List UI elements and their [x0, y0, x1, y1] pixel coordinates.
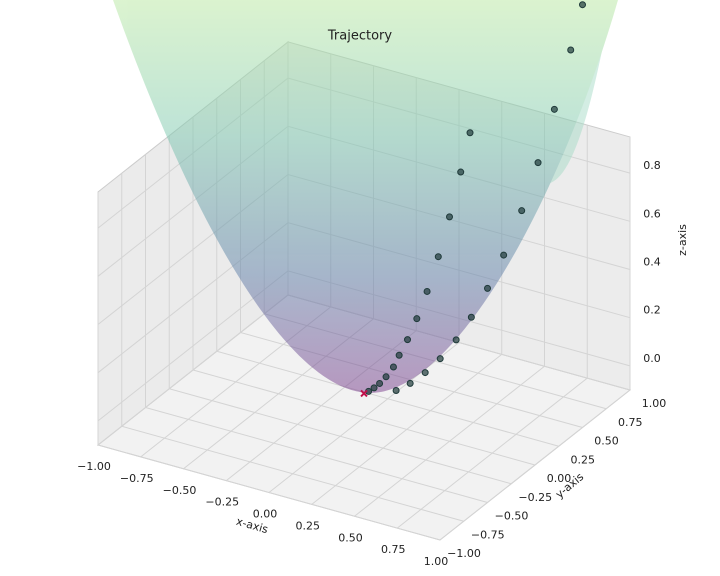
x-tick-label: 0.50: [338, 531, 363, 544]
z-tick-label: 0.4: [643, 256, 661, 269]
x-tick-label: −0.25: [205, 496, 239, 509]
z-tick-label: 0.0: [643, 352, 661, 365]
z-tick-label: 0.8: [643, 159, 661, 172]
x-tick-label: −0.75: [120, 472, 154, 485]
trajectory-point: [467, 313, 475, 321]
minimum-marker: [360, 389, 368, 398]
trajectory-point: [452, 336, 460, 344]
trajectory-point: [500, 251, 508, 259]
y-tick-label: −1.00: [447, 547, 481, 560]
y-tick-label: 0.75: [618, 416, 643, 429]
surface: [113, 0, 618, 393]
chart-title: Trajectory: [327, 29, 392, 44]
y-tick-label: −0.50: [495, 510, 529, 523]
trajectory-point: [484, 284, 491, 292]
trajectory-point: [389, 363, 397, 371]
trajectory-point: [579, 1, 586, 9]
trajectory-point: [466, 129, 474, 137]
trajectory-point: [550, 105, 558, 113]
z-axis-label: z-axis: [676, 224, 689, 256]
trajectory-point: [395, 351, 403, 359]
x-tick-label: 0.25: [296, 519, 321, 532]
plot-marks: [360, 1, 586, 398]
trajectory-point: [534, 159, 542, 167]
trajectory-point: [457, 168, 465, 176]
trajectory-point: [567, 46, 575, 54]
trajectory-point: [446, 213, 453, 221]
x-tick-label: 1.00: [424, 555, 449, 568]
trajectory-point: [382, 373, 390, 381]
z-tick-label: 0.2: [643, 304, 661, 317]
trajectory-point: [518, 207, 526, 215]
y-tick-label: 0.00: [547, 472, 572, 485]
y-tick-label: 1.00: [642, 397, 667, 410]
trajectory-point: [413, 315, 421, 323]
trajectory-point: [434, 253, 442, 261]
y-tick-label: 0.50: [594, 435, 619, 448]
trajectory-point: [404, 336, 412, 344]
y-tick-label: −0.75: [471, 528, 505, 541]
trajectory-point: [376, 379, 384, 387]
trajectory-point: [392, 387, 400, 395]
trajectory-point: [423, 287, 431, 295]
x-tick-label: 0.00: [253, 508, 278, 521]
trajectory-point: [421, 369, 429, 377]
trajectory-point: [436, 355, 444, 363]
x-tick-label: −1.00: [77, 460, 111, 473]
trajectory-point: [370, 384, 378, 392]
surface-bowl: [113, 0, 618, 393]
y-tick-label: −0.25: [518, 491, 552, 504]
trajectory-point: [406, 379, 414, 387]
y-tick-label: 0.25: [571, 453, 596, 466]
x-tick-label: 0.75: [381, 543, 406, 556]
z-tick-label: 0.6: [643, 207, 661, 220]
x-tick-label: −0.50: [163, 484, 197, 497]
